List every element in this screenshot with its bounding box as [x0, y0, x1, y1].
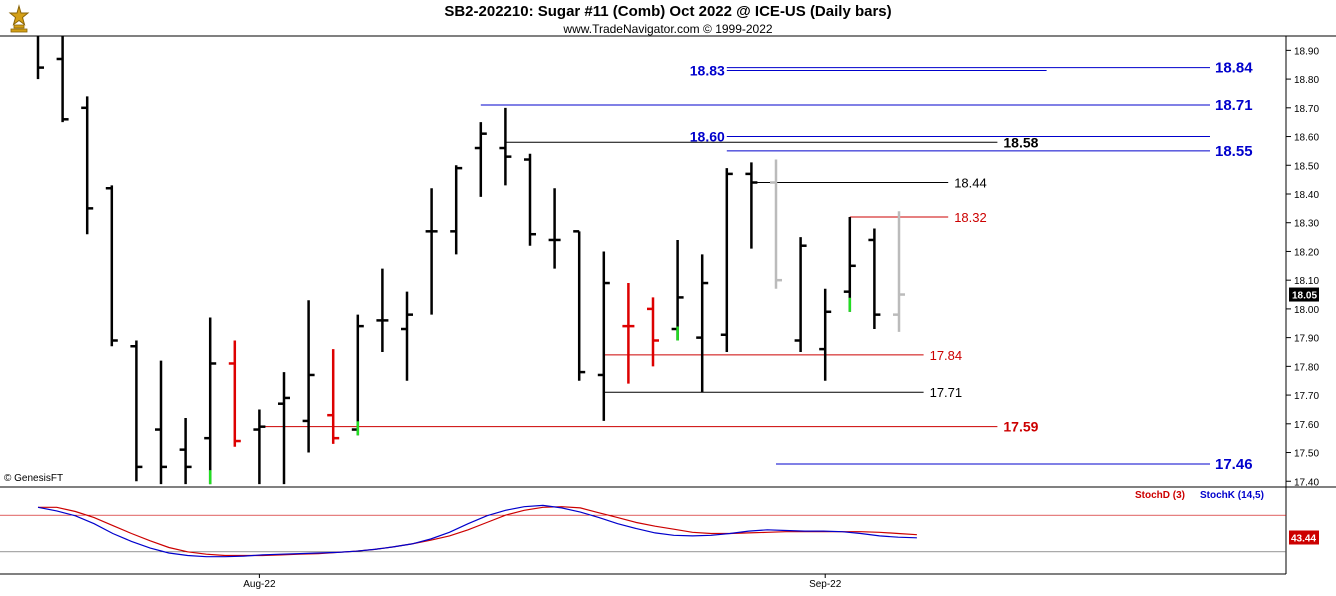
gold-trophy-icon: [8, 4, 30, 33]
ohlc-bar: [105, 185, 118, 347]
stoch-last-label: 43.44: [1291, 534, 1316, 545]
ohlc-bar: [425, 188, 438, 315]
ohlc-bar: [81, 96, 94, 235]
ohlc-bar: [56, 36, 69, 123]
y-tick-label: 18.20: [1294, 247, 1319, 258]
y-tick-label: 17.50: [1294, 449, 1319, 460]
y-tick-label: 18.50: [1294, 161, 1319, 172]
stochd-line: [38, 506, 917, 557]
ohlc-bar: [327, 349, 340, 444]
ohlc-bar: [36, 36, 44, 80]
ohlc-bar: [647, 297, 659, 367]
chart-subtitle: www.TradeNavigator.com © 1999-2022: [563, 22, 773, 36]
x-tick-label: Aug-22: [243, 579, 276, 590]
y-tick-label: 17.60: [1294, 420, 1319, 431]
ohlc-bar: [573, 230, 586, 381]
ohlc-bar: [622, 283, 635, 384]
ohlc-bar: [745, 162, 758, 249]
ohlc-bar: [597, 251, 610, 421]
credit-text: © GenesisFT: [4, 473, 64, 484]
ohlc-bar: [770, 159, 782, 289]
ohlc-bar: [130, 340, 143, 482]
level-label-17.46: 17.46: [1215, 456, 1253, 473]
price-levels: 18.84 18.83 18.71 18.60 18.58 18.55 18.44 18.32…: [259, 60, 1253, 473]
stochastic-panel: 50StochD (3)StochK (14,5)43.44: [0, 490, 1319, 558]
y-tick-label: 17.40: [1294, 477, 1319, 488]
ohlc-bar: [893, 211, 905, 332]
chart-title: SB2-202210: Sugar #11 (Comb) Oct 2022 @ …: [444, 3, 892, 20]
chart-axes: 18.90 18.80 18.70 18.60 18.50 18.40 18.30 18.20…: [0, 35, 1336, 590]
last-price-box: [1289, 287, 1319, 302]
level-label-18.84: 18.84: [1215, 60, 1253, 77]
ohlc-bar: [228, 340, 241, 447]
legend-stochk: StochK (14,5): [1200, 490, 1264, 501]
level-label-18.58: 18.58: [1003, 134, 1038, 150]
ohlc-bar: [671, 239, 684, 341]
ohlc-bar: [696, 254, 709, 393]
stoch-last-box: [1289, 530, 1319, 545]
ohlc-bar: [474, 122, 487, 197]
ohlc-bar: [499, 107, 512, 186]
ohlc-bar: [204, 317, 217, 485]
legend-stochd: StochD (3): [1135, 490, 1185, 501]
y-tick-label: 18.80: [1294, 75, 1319, 86]
level-label-18.55: 18.55: [1215, 143, 1253, 160]
level-label-17.59: 17.59: [1003, 419, 1038, 435]
ohlc-bar: [868, 228, 881, 330]
ohlc-bar: [351, 314, 364, 436]
ohlc-bar: [450, 165, 463, 255]
level-label-18.71: 18.71: [1215, 97, 1253, 114]
ohlc-bar: [401, 291, 413, 381]
ohlc-bar: [302, 300, 315, 453]
ohlc-bar: [548, 188, 561, 269]
last-price-label: 18.05: [1292, 291, 1317, 302]
level-label-18.60: 18.60: [690, 129, 725, 145]
x-tick-label: Sep-22: [809, 579, 842, 590]
y-tick-label: 18.60: [1294, 133, 1319, 144]
level-label-17.71: 17.71: [930, 385, 963, 400]
ohlc-bar: [179, 418, 192, 485]
ohlc-bar: [253, 409, 266, 485]
ohlc-bar: [278, 372, 290, 485]
level-label-18.83: 18.83: [690, 62, 725, 78]
y-tick-label: 18.00: [1294, 305, 1319, 316]
y-tick-label: 17.90: [1294, 334, 1319, 345]
ohlc-bars: [36, 36, 905, 485]
ohlc-bar: [376, 268, 389, 352]
level-label-18.32: 18.32: [954, 210, 987, 225]
y-tick-label: 18.90: [1294, 46, 1319, 57]
y-tick-label: 17.70: [1294, 391, 1319, 402]
y-tick-label: 18.10: [1294, 276, 1319, 287]
y-tick-label: 18.70: [1294, 104, 1319, 115]
ohlc-bar: [794, 237, 807, 352]
level-label-17.84: 17.84: [930, 348, 963, 363]
y-tick-label: 18.30: [1294, 219, 1319, 230]
ohlc-bar: [524, 153, 536, 246]
level-label-18.44: 18.44: [954, 176, 987, 191]
ohlc-bar: [155, 360, 167, 485]
ohlc-bar: [819, 288, 832, 381]
stochk-line: [37, 504, 917, 558]
y-tick-label: 17.80: [1294, 362, 1319, 373]
ohlc-bar: [843, 216, 856, 312]
y-tick-label: 18.40: [1294, 190, 1319, 201]
ohlc-bar: [720, 168, 733, 352]
